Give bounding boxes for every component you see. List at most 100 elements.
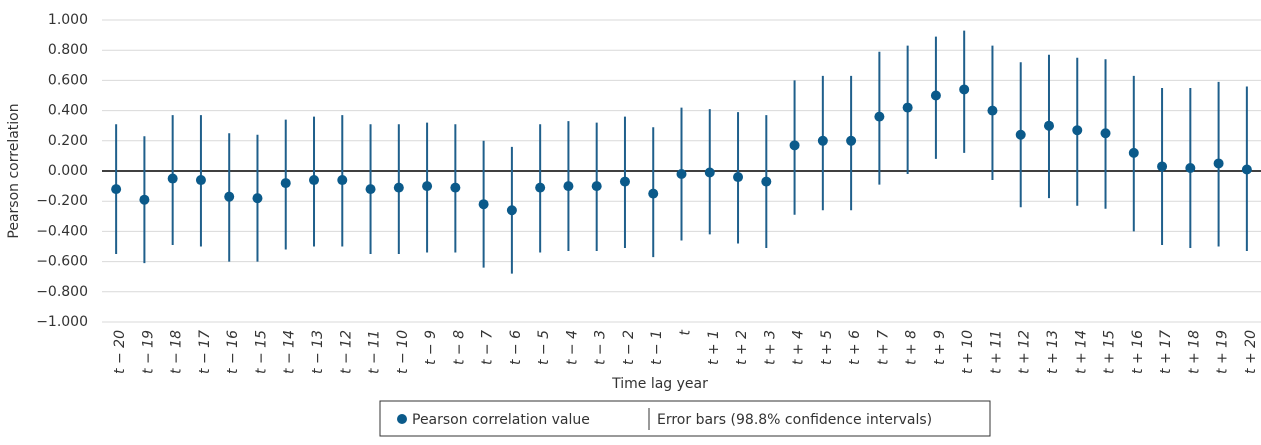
x-tick-label: t − 5 xyxy=(536,330,552,365)
x-tick-label: t − 16 xyxy=(225,330,241,374)
x-tick-label: t + 9 xyxy=(932,330,948,365)
x-tick-label: t xyxy=(678,330,694,336)
x-tick-label: t + 10 xyxy=(960,330,976,374)
x-tick-label: t + 4 xyxy=(791,330,807,365)
x-tick-label: t − 20 xyxy=(112,330,128,374)
point xyxy=(959,84,970,95)
x-tick-label: t + 13 xyxy=(1045,330,1061,374)
point xyxy=(1128,147,1139,158)
point xyxy=(902,102,913,113)
point xyxy=(506,205,517,216)
x-tick-label: t + 14 xyxy=(1073,330,1089,374)
point xyxy=(1185,162,1196,173)
point xyxy=(1015,129,1026,140)
x-tick-label: t − 7 xyxy=(480,330,496,365)
x-tick-label: t − 9 xyxy=(423,330,439,365)
point xyxy=(1241,164,1252,175)
x-tick-label: t + 20 xyxy=(1243,330,1259,374)
y-tick-label: 0.200 xyxy=(48,133,88,149)
point xyxy=(1043,120,1054,131)
point xyxy=(365,184,376,195)
x-tick-label: t − 1 xyxy=(649,330,665,365)
point xyxy=(563,181,574,192)
x-tick-label: t − 19 xyxy=(140,330,156,374)
legend-box xyxy=(379,400,991,437)
x-tick-label: t − 14 xyxy=(282,330,298,374)
point xyxy=(478,199,489,210)
point xyxy=(619,176,630,187)
point xyxy=(450,182,461,193)
point xyxy=(930,90,941,101)
x-tick-label: t + 11 xyxy=(988,330,1004,374)
x-tick-label: t + 17 xyxy=(1158,330,1174,374)
x-tick-label: t + 6 xyxy=(847,330,863,365)
point xyxy=(789,140,800,151)
point xyxy=(676,169,687,180)
x-tick-label: t − 15 xyxy=(253,330,269,374)
legend-marker xyxy=(397,414,407,424)
y-tick-label: 0.400 xyxy=(48,103,88,119)
x-tick-label: t − 12 xyxy=(338,330,354,374)
point xyxy=(224,191,235,202)
point xyxy=(535,182,546,193)
x-tick-label: t + 2 xyxy=(734,330,750,365)
x-tick-label: t − 18 xyxy=(169,330,185,374)
point xyxy=(337,175,348,186)
y-tick-label: −0.400 xyxy=(36,223,88,239)
point xyxy=(280,178,291,189)
point xyxy=(846,135,857,146)
point xyxy=(648,188,659,199)
x-tick-label: t − 4 xyxy=(564,330,580,365)
point xyxy=(167,173,178,184)
point xyxy=(761,176,772,187)
point xyxy=(1157,161,1168,172)
y-tick-label: 0.600 xyxy=(48,72,88,88)
y-tick-label: 0.800 xyxy=(48,42,88,58)
x-tick-label: t + 15 xyxy=(1102,330,1118,374)
point xyxy=(422,181,433,192)
point xyxy=(252,193,263,204)
point xyxy=(874,111,885,122)
x-tick-label: t + 7 xyxy=(875,330,891,365)
y-axis-label: Pearson correlation xyxy=(6,103,22,238)
legend-label: Pearson correlation value xyxy=(412,412,590,428)
x-tick-label: t − 11 xyxy=(367,330,383,374)
point xyxy=(704,167,715,178)
x-tick-label: t − 8 xyxy=(451,330,467,365)
y-tick-label: −0.200 xyxy=(36,193,88,209)
x-tick-label: t + 16 xyxy=(1130,330,1146,374)
y-tick-label: −0.800 xyxy=(36,284,88,300)
x-tick-label: t + 19 xyxy=(1215,330,1231,374)
point xyxy=(1213,158,1224,169)
point xyxy=(309,175,320,186)
x-tick-label: t − 17 xyxy=(197,330,213,374)
x-tick-label: t + 8 xyxy=(904,330,920,365)
point xyxy=(733,172,744,183)
point xyxy=(393,182,404,193)
x-axis-label: Time lag year xyxy=(611,376,708,392)
y-tick-label: −1.000 xyxy=(36,314,88,330)
point xyxy=(817,135,828,146)
x-tick-label: t + 18 xyxy=(1186,330,1202,374)
x-tick-label: t − 3 xyxy=(593,330,609,365)
x-tick-label: t + 1 xyxy=(706,330,722,365)
point xyxy=(591,181,602,192)
y-tick-label: 0.000 xyxy=(48,163,88,179)
x-tick-label: t + 3 xyxy=(762,330,778,365)
y-tick-label: 1.000 xyxy=(48,12,88,28)
point xyxy=(195,175,206,186)
point xyxy=(111,184,122,195)
x-tick-label: t + 5 xyxy=(819,330,835,365)
point xyxy=(1100,128,1111,139)
x-tick-label: t − 2 xyxy=(621,330,637,365)
point xyxy=(1072,125,1083,136)
legend-label: Error bars (98.8% confidence intervals) xyxy=(657,412,932,428)
point xyxy=(987,105,998,116)
x-tick-label: t − 6 xyxy=(508,330,524,365)
y-tick-label: −0.600 xyxy=(36,254,88,270)
point xyxy=(139,194,150,205)
x-tick-label: t − 13 xyxy=(310,330,326,374)
x-tick-label: t + 12 xyxy=(1017,330,1033,374)
